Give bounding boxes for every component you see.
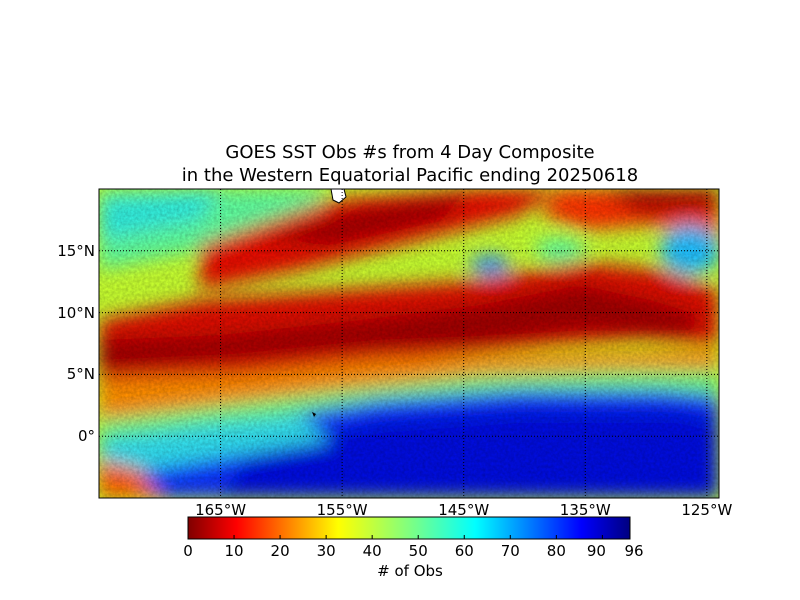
colorbar (187, 516, 631, 540)
colorbar-tick-label: 0 (183, 542, 193, 560)
lat-tick-label: 0° (77, 427, 95, 446)
lon-tick-label: 165°W (195, 501, 247, 519)
colorbar-tick-label: 80 (546, 542, 566, 560)
colorbar-tick-label: 70 (500, 542, 520, 560)
island-mark (312, 412, 316, 417)
lon-tick-label: 155°W (316, 501, 368, 519)
lat-tick-label: 5°N (66, 365, 95, 384)
gridlines (99, 189, 719, 498)
obs-count-field (99, 189, 719, 498)
colorbar-tick-label: 96 (624, 542, 644, 560)
lat-tick-label: 15°N (57, 241, 95, 260)
colorbar-tick-label: 90 (586, 542, 606, 560)
colorbar-tick-label: 60 (454, 542, 474, 560)
lon-tick-label: 125°W (681, 501, 733, 519)
colorbar-tick-label: 30 (316, 542, 336, 560)
lon-tick-label: 145°W (438, 501, 490, 519)
colorbar-ticks (187, 535, 631, 539)
lat-tick-label: 10°N (57, 303, 95, 322)
map-frame (98, 188, 720, 499)
colorbar-label: # of Obs (377, 562, 443, 580)
map-title: GOES SST Obs #s from 4 Day Composite in … (0, 141, 800, 187)
colorbar-tick-label: 20 (270, 542, 290, 560)
colorbar-tick-label: 40 (362, 542, 382, 560)
colorbar-tick-label: 10 (224, 542, 244, 560)
lon-tick-label: 135°W (559, 501, 611, 519)
title-line-1: GOES SST Obs #s from 4 Day Composite (225, 142, 595, 163)
colorbar-tick-label: 50 (408, 542, 428, 560)
title-line-2: in the Western Equatorial Pacific ending… (181, 165, 639, 186)
